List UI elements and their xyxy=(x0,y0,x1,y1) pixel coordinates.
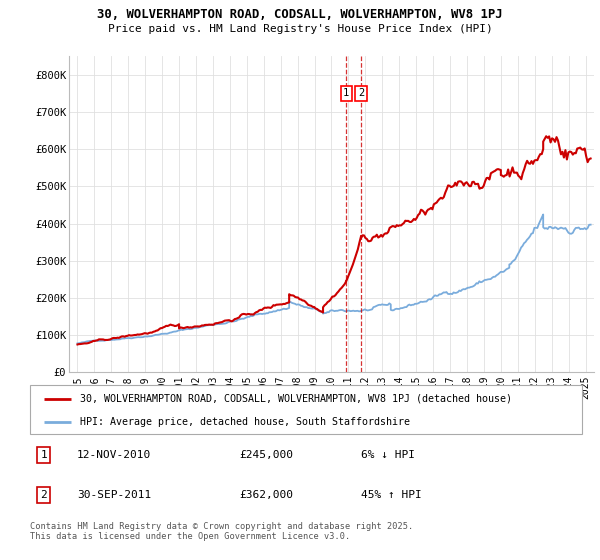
Text: 30-SEP-2011: 30-SEP-2011 xyxy=(77,490,151,500)
Text: HPI: Average price, detached house, South Staffordshire: HPI: Average price, detached house, Sout… xyxy=(80,417,410,427)
Text: 6% ↓ HPI: 6% ↓ HPI xyxy=(361,450,415,460)
Text: 2: 2 xyxy=(40,490,47,500)
Text: 1: 1 xyxy=(343,88,349,98)
Text: 1: 1 xyxy=(40,450,47,460)
Text: £245,000: £245,000 xyxy=(240,450,294,460)
Text: 2: 2 xyxy=(358,88,364,98)
Text: 30, WOLVERHAMPTON ROAD, CODSALL, WOLVERHAMPTON, WV8 1PJ (detached house): 30, WOLVERHAMPTON ROAD, CODSALL, WOLVERH… xyxy=(80,394,512,404)
Text: £362,000: £362,000 xyxy=(240,490,294,500)
Text: Contains HM Land Registry data © Crown copyright and database right 2025.
This d: Contains HM Land Registry data © Crown c… xyxy=(30,522,413,542)
Text: 45% ↑ HPI: 45% ↑ HPI xyxy=(361,490,422,500)
FancyBboxPatch shape xyxy=(30,385,582,434)
Text: 12-NOV-2010: 12-NOV-2010 xyxy=(77,450,151,460)
Text: 30, WOLVERHAMPTON ROAD, CODSALL, WOLVERHAMPTON, WV8 1PJ: 30, WOLVERHAMPTON ROAD, CODSALL, WOLVERH… xyxy=(97,8,503,21)
Text: Price paid vs. HM Land Registry's House Price Index (HPI): Price paid vs. HM Land Registry's House … xyxy=(107,24,493,34)
